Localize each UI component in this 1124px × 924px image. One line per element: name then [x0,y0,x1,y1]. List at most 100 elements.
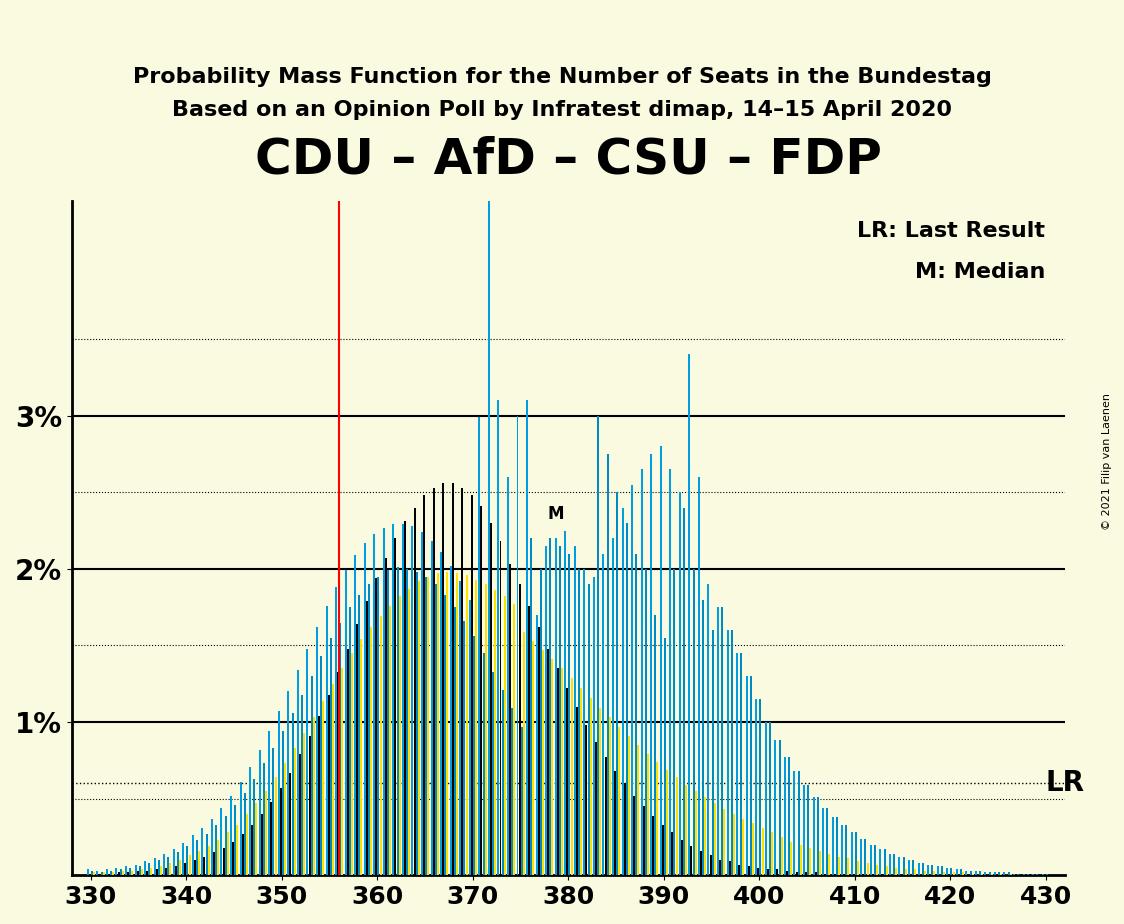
Bar [547,649,550,875]
Bar [214,852,215,875]
Bar [395,539,397,875]
Bar [683,507,685,875]
Bar [745,676,747,875]
Bar [905,869,907,875]
Bar [796,872,798,875]
Bar [841,825,843,875]
Bar [872,874,873,875]
Bar [253,779,255,875]
Bar [518,584,520,875]
Bar [307,649,308,875]
Bar [165,868,167,875]
Bar [375,578,378,875]
Bar [578,569,580,875]
Bar [299,754,301,875]
Bar [326,605,327,875]
Bar [979,870,981,875]
Bar [272,748,274,875]
Bar [933,870,935,875]
Bar [722,607,723,875]
Bar [250,767,251,875]
Bar [733,814,735,875]
Bar [602,553,605,875]
Bar [308,736,310,875]
Bar [616,492,618,875]
Bar [860,838,862,875]
Bar [471,495,473,875]
Bar [327,695,329,875]
Bar [552,660,553,875]
Bar [301,695,303,875]
Bar [660,446,662,875]
Bar [550,539,552,875]
Bar [460,581,461,875]
Bar [650,454,652,875]
Bar [163,854,165,875]
Bar [843,874,845,875]
Bar [463,621,465,875]
Bar [894,854,895,875]
Bar [370,627,372,875]
Bar [198,851,200,875]
Bar [898,857,900,875]
Bar [368,584,370,875]
Bar [345,570,346,875]
Bar [108,874,110,875]
Bar [404,521,406,875]
Bar [583,569,586,875]
Bar [903,857,905,875]
Bar [364,543,365,875]
Bar [435,584,437,875]
Bar [669,469,671,875]
Bar [531,539,533,875]
Bar [282,731,284,875]
Bar [805,872,807,875]
Bar [239,782,242,875]
Bar [779,740,780,875]
Bar [569,553,571,875]
Bar [607,454,608,875]
Bar [259,749,261,875]
Bar [244,793,246,875]
Bar [461,488,463,875]
Bar [864,838,867,875]
Bar [767,869,769,875]
Bar [676,777,678,875]
Bar [125,866,127,875]
Bar [815,872,817,875]
Bar [291,713,293,875]
Bar [119,869,121,875]
Bar [135,865,136,875]
Bar [774,740,777,875]
Bar [278,711,280,875]
Bar [994,872,996,875]
Bar [922,863,924,875]
Bar [442,483,444,875]
Bar [514,604,515,875]
Bar [611,539,614,875]
Bar [102,872,105,875]
Bar [832,817,834,875]
Bar [312,718,315,875]
Bar [728,861,731,875]
Bar [176,852,179,875]
Bar [847,858,850,875]
Bar [156,869,157,875]
Bar [335,588,337,875]
Bar [93,872,96,875]
Bar [870,845,872,875]
Bar [573,546,575,875]
Bar [520,726,523,875]
Bar [769,722,771,875]
Bar [173,849,174,875]
Bar [836,817,837,875]
Bar [673,569,676,875]
Bar [597,416,599,875]
Bar [990,874,992,875]
Bar [667,770,668,875]
Text: Based on an Opinion Poll by Infratest dimap, 14–15 April 2020: Based on an Opinion Poll by Infratest di… [172,100,952,119]
Bar [433,488,435,875]
Bar [540,569,542,875]
Bar [786,870,788,875]
Bar [752,823,754,875]
